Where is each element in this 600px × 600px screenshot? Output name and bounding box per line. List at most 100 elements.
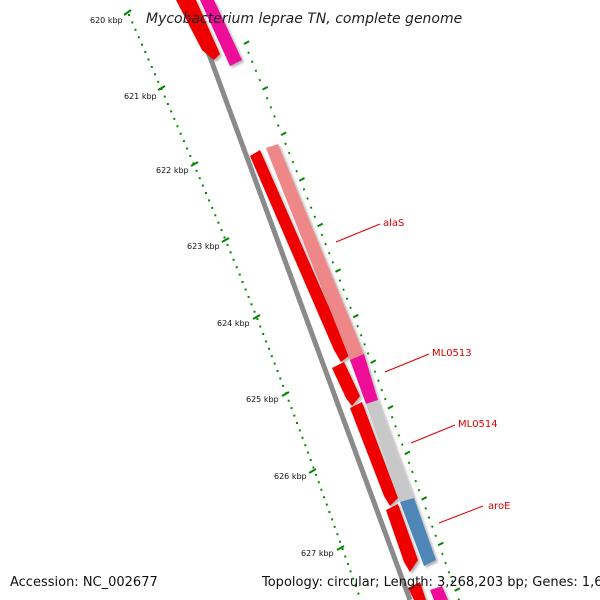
scale-dot: [307, 451, 309, 454]
scale-dot: [131, 21, 134, 24]
tick-625: 625 kbp: [246, 391, 290, 404]
gene-label-alas[interactable]: alaS: [335, 218, 404, 243]
cds-feature[interactable]: [386, 504, 418, 572]
scale-dot: [205, 192, 207, 194]
tick-label-625: 625 kbp: [246, 395, 279, 404]
outer-scale-tick: [349, 306, 352, 310]
scale-dot: [192, 162, 195, 165]
scale-dot: [301, 436, 304, 439]
scale-dot: [176, 125, 179, 128]
scale-dot: [166, 103, 169, 105]
tick-626: 626 kbp: [274, 468, 317, 481]
outer-scale-tick: [273, 115, 276, 118]
scale-dot: [247, 295, 250, 298]
outer-scale-tick: [441, 552, 444, 556]
outer-scale-tick: [345, 297, 349, 301]
cds-feature[interactable]: [250, 150, 350, 362]
gene-feature-magenta-bottom[interactable]: [430, 586, 448, 600]
outer-scale-tick: [437, 541, 444, 547]
scale-dot: [259, 325, 262, 328]
outer-scale-tick: [356, 324, 359, 328]
scale-dot: [320, 488, 323, 491]
gene-label-text-aroe: aroE: [488, 501, 510, 512]
scale-dot: [328, 511, 331, 513]
scale-dot: [325, 503, 328, 506]
scale-dot: [344, 555, 347, 558]
tick-620: 620 kbp: [90, 9, 132, 25]
cds-feature[interactable]: [350, 402, 398, 506]
tick-label-622: 622 kbp: [156, 166, 189, 175]
outer-scale-tick: [243, 40, 250, 45]
outer-scale-tick: [284, 142, 287, 146]
scale-dot: [298, 429, 301, 432]
outer-scale-tick: [394, 425, 397, 428]
outer-scale-tick: [250, 60, 254, 64]
genome-summary-text: Topology: circular; Length: 3,268,203 bp…: [261, 575, 600, 590]
gene-label-text-ml0514: ML0514: [458, 419, 498, 430]
scale-dot: [317, 481, 320, 484]
scale-dot: [268, 347, 270, 350]
outer-scale-tick: [298, 177, 305, 182]
scale-dot: [179, 132, 182, 135]
scale-dot: [354, 585, 357, 588]
scale-dot: [220, 229, 223, 232]
scale-ticks: 620 kbp 621 kbp 622 kbp 623 kbp 624 kbp …: [90, 9, 345, 558]
cds-feature[interactable]: [176, 0, 220, 60]
scale-dot: [141, 43, 143, 46]
tick-label-624: 624 kbp: [217, 319, 250, 328]
outer-scale-tick: [262, 86, 269, 91]
tick-624: 624 kbp: [217, 314, 261, 328]
scale-dot: [157, 80, 160, 83]
scale-dot: [339, 540, 341, 543]
scale-dot: [309, 459, 312, 462]
scale-dot: [229, 251, 232, 254]
scale-dot: [341, 548, 344, 551]
accession-text: Accession: NC_002677: [10, 575, 158, 590]
outer-scale-tick: [327, 251, 331, 255]
gene-bar-ml0513[interactable]: [350, 354, 378, 404]
scale-dot: [163, 95, 166, 98]
scale-dot: [312, 466, 315, 469]
outer-scale-tick: [338, 279, 342, 282]
outer-scale-tick: [387, 405, 394, 410]
scale-dot: [186, 147, 189, 150]
gene-label-aroe[interactable]: aroE: [438, 501, 510, 524]
gene-feature-magenta-top[interactable]: [200, 0, 242, 66]
outer-scale-tick: [454, 587, 461, 592]
backbone-line: [186, 0, 413, 600]
scale-dot: [349, 570, 352, 573]
outer-scale-tick: [352, 313, 359, 319]
outer-scale-tick: [431, 525, 434, 528]
outer-scale-tick: [313, 215, 317, 219]
scale-dot: [287, 399, 290, 402]
outer-scale-tick: [421, 496, 428, 501]
outer-scale-tick: [302, 188, 306, 191]
gene-bar-aroe[interactable]: [400, 498, 436, 566]
tick-label-626: 626 kbp: [274, 472, 307, 481]
gene-label-ml0513[interactable]: ML0513: [384, 348, 472, 373]
scale-dot: [154, 73, 156, 76]
scale-dot: [253, 310, 256, 313]
scale-dot: [208, 199, 211, 202]
outer-scale-tick: [370, 359, 377, 364]
gene-bar-ml0514[interactable]: [366, 400, 414, 502]
cds-feature[interactable]: [408, 582, 426, 600]
scale-dot: [279, 377, 282, 380]
outer-scale-tick: [320, 233, 324, 237]
outer-scale-tick: [383, 397, 387, 401]
tick-627: 627 kbp: [301, 545, 345, 558]
scale-dots: [128, 14, 360, 595]
outer-scale-tick: [390, 415, 394, 419]
scale-dot: [238, 273, 241, 276]
gene-label-ml0514[interactable]: ML0514: [410, 419, 498, 444]
outer-scale-tick: [427, 516, 431, 519]
cds-feature[interactable]: [332, 362, 360, 406]
outer-scale-tick: [291, 160, 295, 164]
scale-dot: [232, 258, 235, 261]
gene-track: [200, 0, 448, 600]
scale-dot: [211, 206, 214, 209]
gene-bar-alas[interactable]: [266, 144, 364, 360]
scale-dot: [182, 140, 185, 143]
scale-dot: [333, 525, 336, 528]
